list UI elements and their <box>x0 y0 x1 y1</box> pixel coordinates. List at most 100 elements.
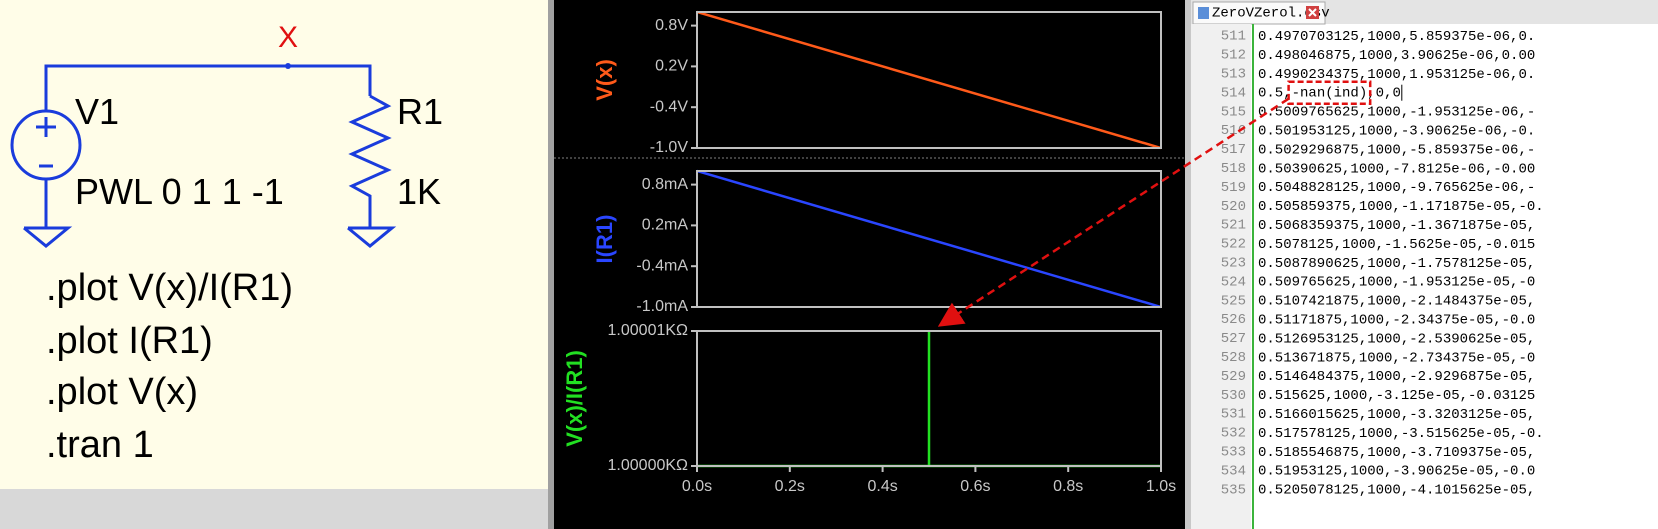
line-text: 0.515625,1000,-3.125e-05,-0.03125 <box>1258 388 1535 404</box>
line-text: 0.5166015625,1000,-3.3203125e-05, <box>1258 407 1535 423</box>
y-tick-label: -0.4mA <box>636 257 688 274</box>
line-number: 533 <box>1221 445 1246 461</box>
line-text: 0.501953125,1000,-3.90625e-06,-0. <box>1258 123 1535 139</box>
directive: .plot V(x) <box>46 371 198 413</box>
plot-area <box>697 10 1161 150</box>
line-text: 0.5126953125,1000,-2.5390625e-05, <box>1258 331 1535 347</box>
x-tick-label: 0.0s <box>682 478 712 495</box>
x-tick-label: 0.2s <box>775 478 805 495</box>
y-axis-label: V(x)/I(R1) <box>562 350 587 447</box>
resistor <box>348 94 392 228</box>
line-text: 0.5107421875,1000,-2.1484375e-05, <box>1258 293 1535 309</box>
text-part: 0.5107421875,1000,-2.1484375e-05, <box>1258 293 1535 309</box>
x-tick-label: 0.8s <box>1053 478 1083 495</box>
text-part: 0.509765625,1000,-1.953125e-05,-0 <box>1258 274 1535 290</box>
text-part: 0.5048828125,1000,-9.765625e-06,- <box>1258 180 1535 196</box>
line-text: 0.4990234375,1000,1.953125e-06,0. <box>1258 67 1535 83</box>
trace <box>697 169 1161 309</box>
text-part: 0.5, <box>1258 85 1292 101</box>
text-part: 0.5146484375,1000,-2.9296875e-05, <box>1258 369 1535 385</box>
text-part: 0.513671875,1000,-2.734375e-05,-0 <box>1258 350 1535 366</box>
line-text: 0.517578125,1000,-3.515625e-05,-0. <box>1258 426 1544 442</box>
line-text: 0.5,-nan(ind),0,0 <box>1258 85 1401 101</box>
text-part: 0.51953125,1000,-3.90625e-05,-0.0 <box>1258 463 1535 479</box>
line-text: 0.498046875,1000,3.90625e-06,0.00 <box>1258 48 1535 64</box>
y-tick-label: 1.00000KΩ <box>608 457 689 474</box>
trace <box>697 10 1161 150</box>
line-number: 512 <box>1221 48 1246 64</box>
line-text: 0.5048828125,1000,-9.765625e-06,- <box>1258 180 1535 196</box>
line-number: 517 <box>1221 142 1246 158</box>
text-part: 0.517578125,1000,-3.515625e-05,-0. <box>1258 426 1544 442</box>
line-number: 523 <box>1221 256 1246 272</box>
node-dot <box>285 63 291 69</box>
schematic-scrollbar <box>0 489 548 529</box>
line-text: 0.5029296875,1000,-5.859375e-06,- <box>1258 142 1535 158</box>
text-part: 0.5009765625,1000,-1.953125e-06,- <box>1258 104 1535 120</box>
plot-frame <box>696 170 1162 308</box>
text-part: 0.50390625,1000,-7.8125e-06,-0.00 <box>1258 161 1535 177</box>
line-number: 531 <box>1221 407 1246 423</box>
schematic-background <box>0 0 548 529</box>
directive: .plot V(x)/I(R1) <box>46 267 293 309</box>
tab-title: ZeroVZerol.csv <box>1212 6 1330 22</box>
plots: 0.8V 0.2V -0.4V -1.0V V(x) 0.8mA 0.2mA -0.4mA -1… <box>562 10 1176 495</box>
text-part: 0.5087890625,1000,-1.7578125e-05, <box>1258 256 1535 272</box>
line-number: 518 <box>1221 161 1246 177</box>
resistor-value: 1K <box>397 171 441 212</box>
text-part: 0.501953125,1000,-3.90625e-06,-0. <box>1258 123 1535 139</box>
file-icon <box>1198 7 1209 19</box>
tab[interactable] <box>1192 1 1326 25</box>
line-text: 0.51953125,1000,-3.90625e-05,-0.0 <box>1258 463 1535 479</box>
line-number: 516 <box>1221 123 1246 139</box>
line-text: 0.5146484375,1000,-2.9296875e-05, <box>1258 369 1535 385</box>
line-text: 0.5205078125,1000,-4.1015625e-05, <box>1258 482 1535 498</box>
ground <box>347 226 397 248</box>
y-axis-label: V(x) <box>592 59 617 101</box>
wire <box>44 64 372 111</box>
line-text: 0.5185546875,1000,-3.7109375e-05, <box>1258 445 1535 461</box>
line-number: 513 <box>1221 67 1246 83</box>
callout-arrow <box>937 97 1290 327</box>
voltage-source <box>10 109 82 181</box>
line-number: 530 <box>1221 388 1246 404</box>
line-number: 511 <box>1221 29 1246 45</box>
y-tick-label: 0.2V <box>655 58 688 75</box>
y-tick-label: 0.2mA <box>642 217 689 234</box>
x-tick-label: 0.4s <box>867 478 897 495</box>
node-label: X <box>278 21 298 54</box>
plot-frame <box>696 330 1162 467</box>
y-tick-label: 0.8mA <box>642 176 689 193</box>
line-text: 0.50390625,1000,-7.8125e-06,-0.00 <box>1258 161 1535 177</box>
text-part: 0.5166015625,1000,-3.3203125e-05, <box>1258 407 1535 423</box>
line-text: 0.5009765625,1000,-1.953125e-06,- <box>1258 104 1535 120</box>
line-text: 0.51171875,1000,-2.34375e-05,-0.0 <box>1258 312 1535 328</box>
text-part: 0.5078125,1000,-1.5625e-05,-0.015 <box>1258 237 1535 253</box>
line-number: 519 <box>1221 180 1246 196</box>
plot-frame <box>696 11 1162 149</box>
text-part: 0.5029296875,1000,-5.859375e-06,- <box>1258 142 1535 158</box>
splitter[interactable] <box>548 0 554 529</box>
tab-close-icon <box>1308 8 1317 17</box>
line-number: 526 <box>1221 312 1246 328</box>
text-part: ,0,0 <box>1367 85 1401 101</box>
line-number: 514 <box>1221 85 1246 101</box>
highlight-box <box>1287 80 1372 105</box>
text-part: 0.5185546875,1000,-3.7109375e-05, <box>1258 445 1535 461</box>
resistor-name: R1 <box>397 91 443 132</box>
y-tick-label: 1.00001KΩ <box>608 322 689 339</box>
y-tick-label: -1.0V <box>650 139 689 156</box>
text-part: 0.5205078125,1000,-4.1015625e-05, <box>1258 482 1535 498</box>
ground <box>23 226 73 248</box>
text-part: 0.498046875,1000,3.90625e-06,0.00 <box>1258 48 1535 64</box>
schematic-wires <box>10 64 397 248</box>
text-part: 0.515625,1000,-3.125e-05,-0.03125 <box>1258 388 1535 404</box>
line-number: 532 <box>1221 426 1246 442</box>
line-text: 0.5078125,1000,-1.5625e-05,-0.015 <box>1258 237 1535 253</box>
line-text: 0.5068359375,1000,-1.3671875e-05, <box>1258 218 1535 234</box>
directive: .tran 1 <box>46 424 154 466</box>
line-text: 0.5087890625,1000,-1.7578125e-05, <box>1258 256 1535 272</box>
text-part: 0.5068359375,1000,-1.3671875e-05, <box>1258 218 1535 234</box>
